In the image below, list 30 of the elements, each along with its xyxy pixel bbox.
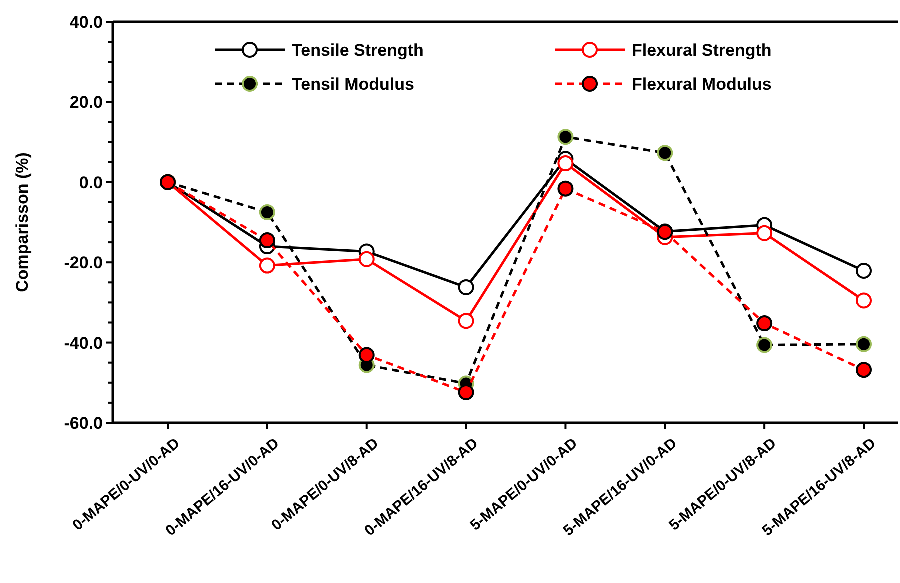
point [856,263,872,280]
y-tick-label: -60.0 [64,414,103,433]
point [856,336,872,352]
point [558,180,574,197]
point [856,292,872,309]
point [856,362,872,378]
y-axis-title: Comparisson (%) [13,152,32,292]
y-tick-label: 40.0 [70,12,103,32]
point [558,156,574,172]
point [657,145,674,162]
point [458,384,474,401]
y-tick-label: -20.0 [64,254,103,273]
y-tick-label: 0.0 [79,173,103,192]
legend-label: Flexural Strength [632,40,772,60]
point [458,279,474,296]
point [756,316,773,332]
legend-label: Tensil Modulus [292,74,414,94]
point [259,258,276,274]
point [358,347,375,364]
point [358,251,375,268]
legend-label: Flexural Modulus [632,74,772,94]
y-tick-label: -40.0 [64,334,103,353]
point [259,204,276,220]
point [458,313,474,330]
point [259,232,276,249]
y-tick-label: 20.0 [70,93,103,112]
point [756,225,773,242]
point [558,129,574,146]
legend-label: Tensile Strength [292,40,424,60]
point [756,337,773,354]
